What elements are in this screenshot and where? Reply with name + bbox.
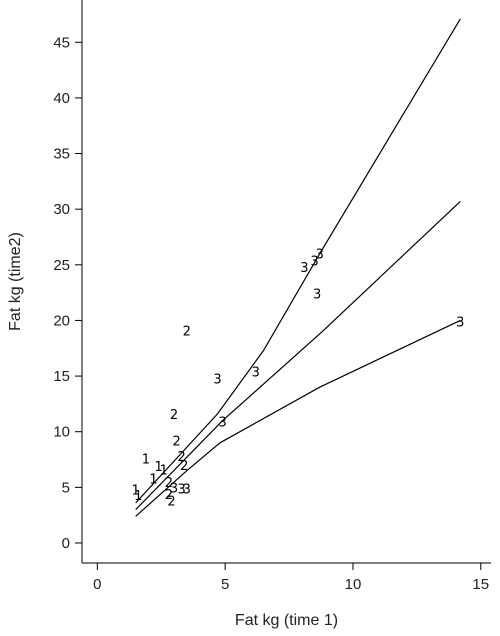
- data-point-group-1: 1: [149, 472, 157, 487]
- y-tick-label: 25: [53, 257, 70, 274]
- data-point-group-2: 2: [183, 324, 191, 339]
- fit-line-3: [135, 319, 461, 517]
- data-point-group-2: 2: [172, 435, 180, 450]
- data-point-group-2: 2: [165, 476, 173, 491]
- y-axis-ticks: 0 5 10 15 20 25 30 35 40 45: [53, 34, 82, 552]
- data-point-group-1: 1: [132, 484, 140, 499]
- x-tick-label: 0: [93, 576, 101, 593]
- y-tick-label: 30: [53, 201, 70, 218]
- data-point-group-3: 3: [300, 261, 308, 276]
- data-point-group-3: 3: [313, 288, 321, 303]
- data-point-group-3: 3: [183, 482, 191, 497]
- x-axis-title: Fat kg (time 1): [235, 612, 338, 629]
- x-tick-label: 5: [221, 576, 229, 593]
- x-tick-label: 10: [345, 576, 362, 593]
- y-tick-label: 45: [53, 34, 70, 51]
- y-tick-label: 15: [53, 368, 70, 385]
- y-tick-label: 40: [53, 90, 70, 107]
- x-tick-label: 15: [472, 576, 489, 593]
- y-tick-label: 20: [53, 312, 70, 329]
- data-point-group-1: 1: [142, 452, 150, 467]
- data-point-group-1: 1: [155, 460, 163, 475]
- data-point-group-3: 3: [316, 248, 324, 263]
- data-point-group-1: 1: [160, 464, 168, 479]
- data-point-group-3: 3: [218, 416, 226, 431]
- y-tick-label: 5: [62, 479, 70, 496]
- data-point-group-3: 3: [213, 372, 221, 387]
- data-point-group-2: 2: [178, 450, 186, 465]
- data-point-group-2: 2: [180, 459, 188, 474]
- data-point-group-3: 3: [170, 481, 178, 496]
- fit-line-1: [135, 18, 461, 504]
- data-point-group-3: 3: [310, 254, 318, 269]
- data-point-group-1: 1: [134, 489, 142, 504]
- y-tick-label: 10: [53, 424, 70, 441]
- data-point-group-3: 3: [178, 482, 186, 497]
- axes: [81, 0, 491, 564]
- data-point-group-2: 2: [167, 495, 175, 510]
- y-axis-title: Fat kg (time2): [7, 232, 24, 331]
- y-tick-label: 0: [62, 535, 70, 552]
- fit-line-2: [135, 200, 461, 511]
- data-point-group-2: 2: [165, 488, 173, 503]
- fit-lines: [135, 18, 461, 517]
- data-point-group-3: 3: [252, 366, 260, 381]
- y-tick-label: 35: [53, 146, 70, 163]
- data-point-group-3: 3: [456, 316, 464, 331]
- x-axis-ticks: 0 5 10 15: [93, 563, 489, 593]
- data-point-group-2: 2: [170, 408, 178, 423]
